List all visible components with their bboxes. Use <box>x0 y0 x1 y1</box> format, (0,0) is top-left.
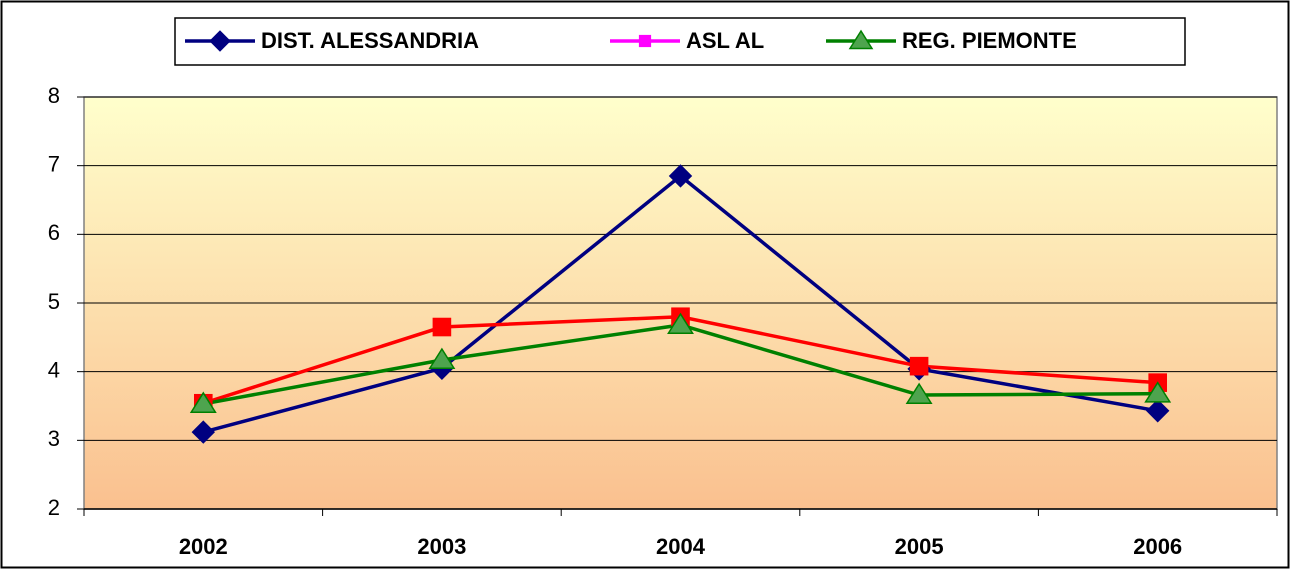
data-point <box>428 347 456 369</box>
y-tick-label: 6 <box>48 220 60 245</box>
y-tick-label: 4 <box>48 357 60 382</box>
data-point <box>905 382 933 405</box>
legend-marker <box>638 34 652 48</box>
legend-marker <box>848 29 874 50</box>
data-point <box>191 420 216 444</box>
legend-label: ASL AL <box>686 28 764 53</box>
y-tick-label: 5 <box>48 289 60 314</box>
x-tick-label: 2002 <box>179 534 228 559</box>
y-tick-label: 2 <box>48 495 60 520</box>
x-tick-label: 2006 <box>1133 534 1182 559</box>
data-point <box>1145 399 1170 423</box>
legend-label: REG. PIEMONTE <box>902 28 1077 53</box>
legend-marker <box>209 30 231 52</box>
legend-label: DIST. ALESSANDRIA <box>261 28 479 53</box>
y-tick-label: 7 <box>48 151 60 176</box>
data-point <box>909 356 929 376</box>
data-point <box>668 164 693 188</box>
x-tick-label: 2004 <box>656 534 706 559</box>
data-point <box>1144 381 1172 403</box>
y-tick-label: 3 <box>48 426 60 451</box>
x-tick-label: 2005 <box>895 534 944 559</box>
data-point <box>667 312 694 334</box>
y-tick-label: 8 <box>48 83 60 108</box>
data-point <box>189 391 217 413</box>
data-point <box>432 317 452 337</box>
x-tick-label: 2003 <box>417 534 466 559</box>
